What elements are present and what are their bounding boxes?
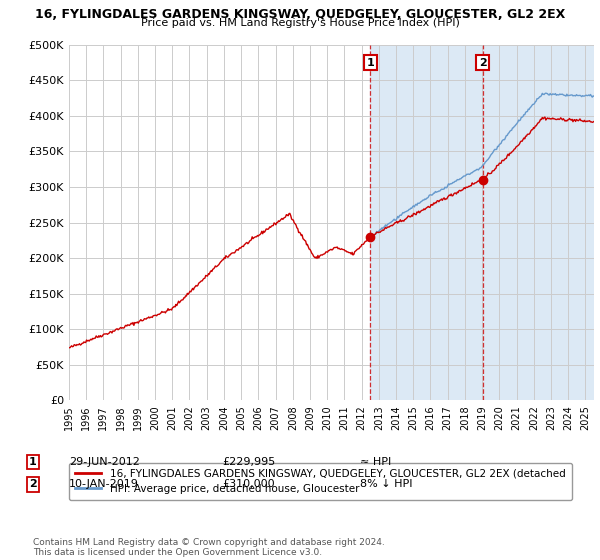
Text: £310,000: £310,000 [222, 479, 275, 489]
Legend: 16, FYLINGDALES GARDENS KINGSWAY, QUEDGELEY, GLOUCESTER, GL2 2EX (detached, HPI:: 16, FYLINGDALES GARDENS KINGSWAY, QUEDGE… [69, 463, 572, 500]
Text: 2: 2 [29, 479, 37, 489]
Text: ≈ HPI: ≈ HPI [360, 457, 391, 467]
Text: 10-JAN-2019: 10-JAN-2019 [69, 479, 139, 489]
Bar [483, 45, 594, 400]
Text: 29-JUN-2012: 29-JUN-2012 [69, 457, 140, 467]
Text: £229,995: £229,995 [222, 457, 275, 467]
Text: 1: 1 [367, 58, 374, 68]
Bar [370, 45, 483, 400]
Text: Price paid vs. HM Land Registry's House Price Index (HPI): Price paid vs. HM Land Registry's House … [140, 18, 460, 28]
Text: 2: 2 [479, 58, 487, 68]
Text: 8% ↓ HPI: 8% ↓ HPI [360, 479, 413, 489]
Text: 16, FYLINGDALES GARDENS KINGSWAY, QUEDGELEY, GLOUCESTER, GL2 2EX: 16, FYLINGDALES GARDENS KINGSWAY, QUEDGE… [35, 8, 565, 21]
Text: Contains HM Land Registry data © Crown copyright and database right 2024.
This d: Contains HM Land Registry data © Crown c… [33, 538, 385, 557]
Text: 1: 1 [29, 457, 37, 467]
